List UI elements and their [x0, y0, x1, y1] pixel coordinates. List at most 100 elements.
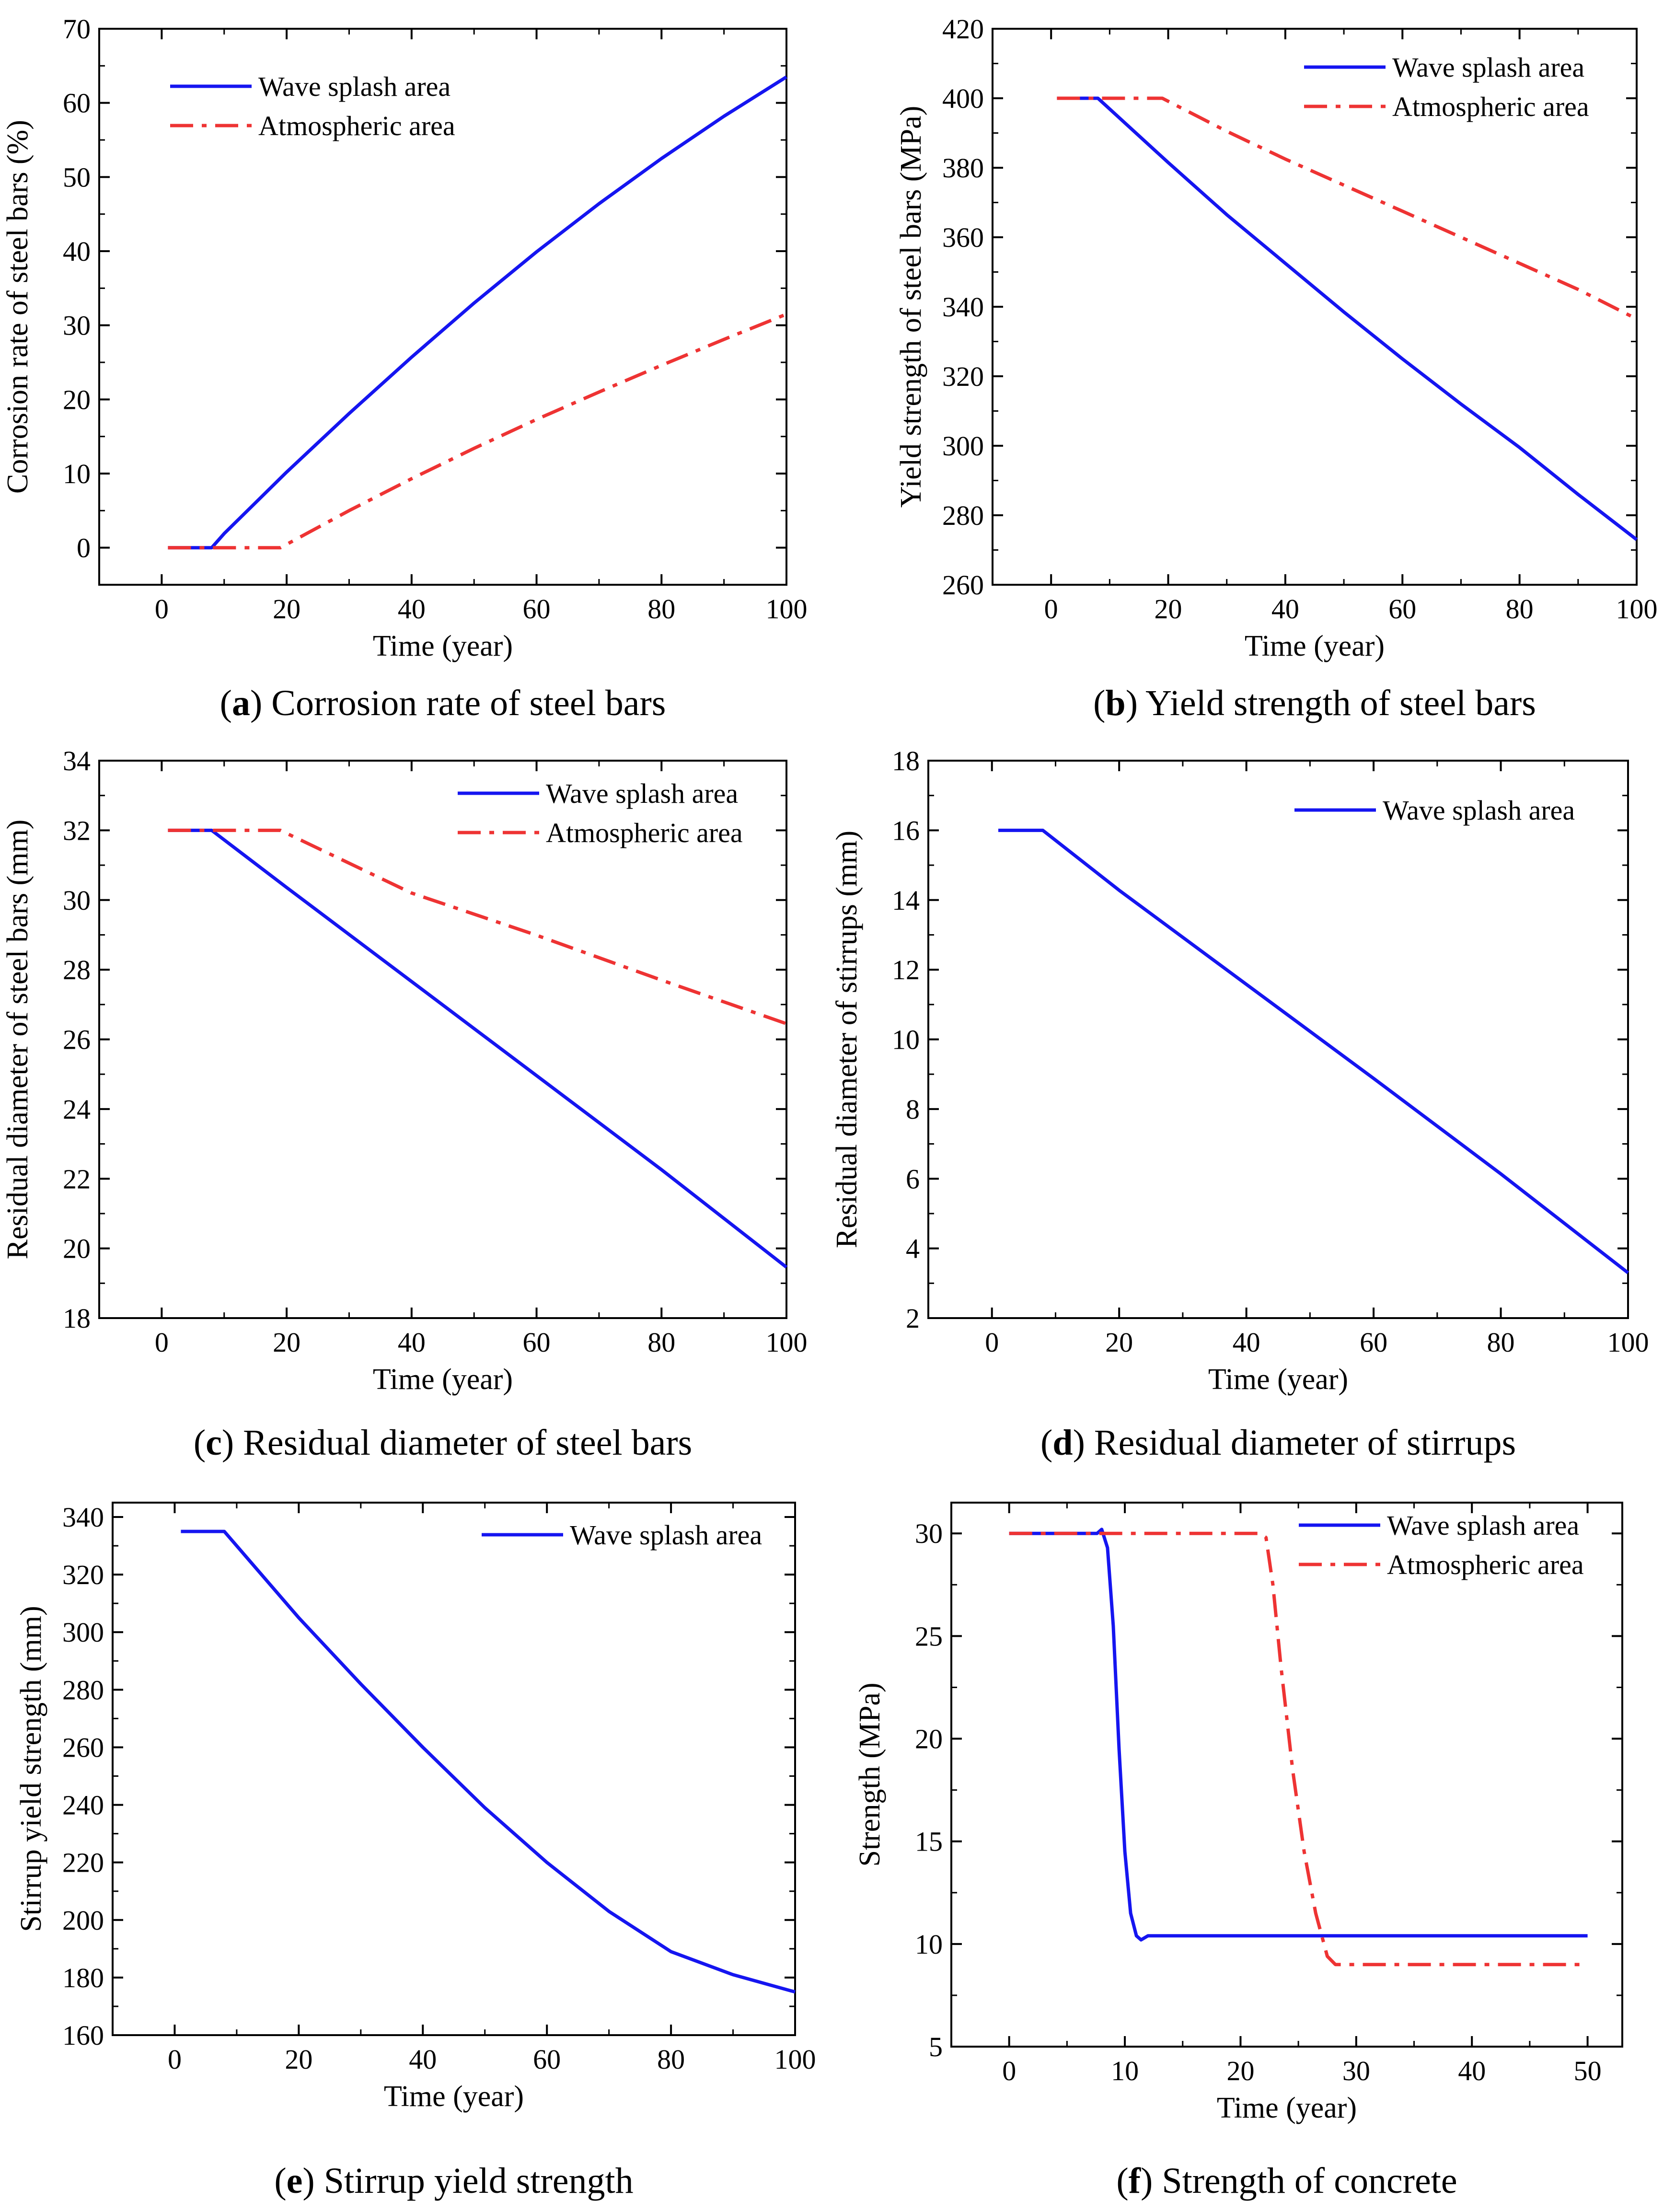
caption-letter: f — [1129, 2161, 1142, 2201]
x-tick-label: 20 — [273, 1327, 300, 1358]
y-tick-label: 12 — [892, 954, 920, 985]
y-tick-label: 0 — [77, 533, 91, 564]
y-axis-label: Stirrup yield strength (mm) — [15, 1606, 47, 1932]
x-axis-label: Time (year) — [384, 2080, 524, 2113]
y-tick-label: 340 — [942, 291, 984, 323]
y-tick-label: 22 — [63, 1163, 91, 1194]
series-line-wave-splash — [1057, 96, 1638, 541]
y-tick-label: 18 — [892, 745, 920, 776]
caption-paren: ) — [1073, 1423, 1085, 1463]
x-tick-label: 40 — [1271, 593, 1299, 625]
legend-label: Atmospheric area — [258, 110, 455, 141]
y-tick-label: 30 — [63, 885, 91, 916]
y-tick-label: 30 — [915, 1518, 943, 1549]
y-tick-label: 34 — [63, 745, 91, 776]
plot-frame — [927, 760, 1629, 1319]
y-tick-label: 320 — [942, 361, 984, 392]
y-axis-label: Corrosion rate of steel bars (%) — [1, 120, 34, 494]
x-axis-label: Time (year) — [373, 1363, 513, 1396]
x-tick-label: 0 — [155, 1327, 169, 1358]
caption-paren: ) — [302, 2161, 314, 2201]
y-tick-label: 2 — [906, 1303, 920, 1334]
y-tick-label: 200 — [62, 1905, 104, 1936]
x-axis-label: Time (year) — [373, 630, 513, 662]
caption-letter: b — [1105, 683, 1125, 723]
y-tick-label: 32 — [63, 815, 91, 846]
caption-paren: ) — [222, 1423, 234, 1463]
y-tick-label: 20 — [63, 384, 91, 415]
y-tick-label: 320 — [62, 1559, 104, 1590]
y-tick-label: 30 — [63, 310, 91, 341]
series-line-atmospheric — [1009, 1531, 1588, 1967]
caption-letter: a — [232, 683, 250, 723]
x-tick-label: 40 — [1233, 1327, 1260, 1358]
series-line-atmospheric — [168, 828, 787, 1026]
chart-c: 0 20 40 60 80 100 18 20 22 24 26 28 30 32 34 Time (year… — [1, 745, 808, 1463]
x-tick-label: 40 — [398, 1327, 426, 1358]
caption-letter: e — [287, 2161, 303, 2201]
x-tick-label: 50 — [1574, 2055, 1602, 2086]
caption-paren: ( — [274, 2161, 286, 2201]
legend-label: Wave splash area — [1383, 795, 1575, 826]
legend: Wave splash area Atmospheric area — [1304, 52, 1589, 122]
y-tick-label: 240 — [62, 1790, 104, 1821]
x-tick-label: 60 — [1360, 1327, 1387, 1358]
x-tick-label: 0 — [168, 2044, 182, 2075]
y-tick-label: 5 — [929, 2031, 943, 2062]
x-tick-label: 100 — [1607, 1327, 1649, 1358]
chart-b: 0 20 40 60 80 100 260 280 300 320 340 360 380 400 420 T… — [895, 13, 1658, 723]
chart-a: 0 20 40 60 80 100 0 10 20 30 40 50 60 70 Time (year) Co… — [1, 13, 808, 723]
y-tick-label: 28 — [63, 954, 91, 985]
panel-caption: (c) Residual diameter of steel bars — [194, 1423, 692, 1463]
caption-text: Strength of concrete — [1153, 2161, 1457, 2201]
x-tick-label: 100 — [766, 1327, 808, 1358]
x-tick-label: 20 — [285, 2044, 312, 2075]
caption-paren: ( — [220, 683, 232, 723]
y-tick-label: 14 — [892, 885, 920, 916]
y-axis-label: Strength (MPa) — [854, 1682, 886, 1866]
x-tick-label: 80 — [1487, 1327, 1515, 1358]
x-tick-label: 40 — [409, 2044, 437, 2075]
y-tick-label: 260 — [942, 569, 984, 601]
series-line-atmospheric — [168, 313, 787, 550]
plot-frame — [112, 1502, 796, 2036]
panel-caption: (b) Yield strength of steel bars — [1093, 683, 1536, 723]
series-line-atmospheric — [1057, 96, 1638, 321]
y-tick-label: 40 — [63, 236, 91, 267]
y-tick-label: 300 — [62, 1617, 104, 1648]
caption-letter: c — [206, 1423, 222, 1463]
y-tick-label: 300 — [942, 430, 984, 462]
y-axis-label: Yield strength of steel bars (MPa) — [895, 106, 927, 508]
y-tick-label: 15 — [915, 1826, 943, 1857]
y-tick-label: 380 — [942, 152, 984, 184]
y-tick-label: 60 — [63, 88, 91, 119]
chart-f: 0 10 20 30 40 50 5 10 15 20 25 30 Time (year) Strengt… — [854, 1502, 1623, 2201]
series-line-wave-splash — [168, 75, 787, 550]
legend-label: Wave splash area — [1387, 1510, 1579, 1541]
x-tick-label: 80 — [647, 593, 675, 625]
panel-caption: (f) Strength of concrete — [1116, 2161, 1457, 2201]
x-tick-label: 60 — [1388, 593, 1416, 625]
caption-text: Residual diameter of steel bars — [234, 1423, 692, 1463]
caption-text: Corrosion rate of steel bars — [262, 683, 666, 723]
legend: Wave splash area Atmospheric area — [1299, 1510, 1584, 1580]
series-line-wave-splash — [1009, 1528, 1588, 1942]
caption-text: Stirrup yield strength — [315, 2161, 634, 2201]
series-line-wave-splash — [181, 1529, 796, 1994]
x-tick-label: 40 — [398, 593, 426, 625]
caption-paren: ) — [1126, 683, 1138, 723]
y-tick-label: 180 — [62, 1962, 104, 1993]
x-axis-label: Time (year) — [1245, 630, 1385, 662]
x-tick-label: 0 — [1002, 2055, 1016, 2086]
plot-frame — [98, 28, 787, 586]
y-tick-label: 20 — [63, 1233, 91, 1264]
legend: Wave splash area Atmospheric area — [458, 778, 743, 848]
x-axis-label: Time (year) — [1208, 1363, 1348, 1396]
x-tick-label: 20 — [1226, 2055, 1254, 2086]
legend-label: Wave splash area — [258, 71, 451, 102]
legend-label: Atmospheric area — [546, 817, 743, 848]
caption-paren: ( — [1116, 2161, 1128, 2201]
y-tick-label: 260 — [62, 1732, 104, 1763]
x-axis-label: Time (year) — [1217, 2092, 1357, 2124]
